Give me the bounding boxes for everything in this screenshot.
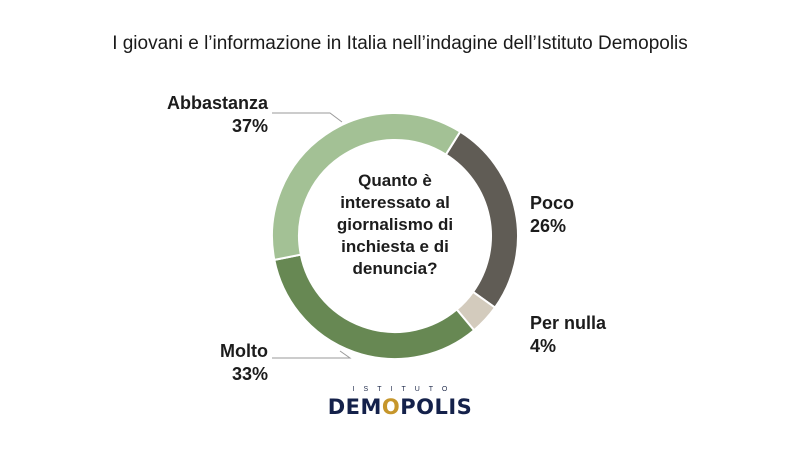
label-molto-name: Molto	[220, 341, 268, 361]
logo-o-letter: O	[381, 395, 401, 419]
label-abbastanza: Abbastanza 37%	[140, 92, 268, 138]
center-question-line: interessato al	[340, 193, 450, 212]
logo-main-start: DEM	[327, 395, 382, 419]
demopolis-logo: ISTITUTO DEMOPOLIS	[300, 386, 500, 420]
logo-main-end: POLIS	[400, 395, 473, 419]
logo-main-text: DEMOPOLIS	[300, 395, 500, 419]
logo-top-text: ISTITUTO	[352, 386, 457, 393]
chart-title: I giovani e l’informazione in Italia nel…	[112, 33, 688, 54]
leader-line-molto	[272, 350, 352, 359]
label-per-nulla-name: Per nulla	[530, 313, 607, 333]
label-poco-value: 26%	[530, 216, 567, 236]
center-question-line: Quanto è	[358, 171, 432, 190]
slice-abbastanza	[271, 112, 462, 262]
label-abbastanza-name: Abbastanza	[166, 93, 268, 113]
center-question-line: giornalismo di	[336, 215, 454, 234]
leader-line-abbastanza	[272, 112, 343, 123]
center-question: Quanto è interessato al giornalismo di i…	[325, 170, 465, 280]
center-question-line: denuncia?	[352, 259, 438, 278]
label-abbastanza-value: 37%	[231, 116, 268, 136]
label-poco: Poco 26%	[530, 192, 574, 238]
label-molto: Molto 33%	[160, 340, 268, 386]
label-molto-value: 33%	[231, 364, 268, 384]
center-question-line: inchiesta e di	[341, 237, 449, 256]
label-poco-name: Poco	[530, 193, 575, 213]
label-per-nulla: Per nulla 4%	[530, 312, 606, 358]
label-per-nulla-value: 4%	[530, 336, 557, 356]
